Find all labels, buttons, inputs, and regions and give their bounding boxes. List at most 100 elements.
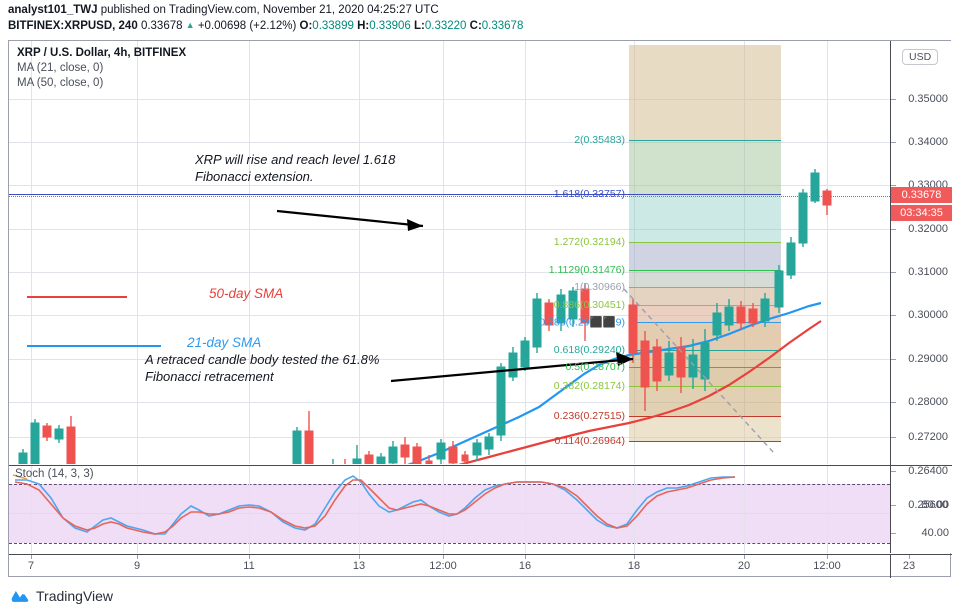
- price-tick: 0.34000: [908, 136, 948, 148]
- gridline-vertical: [137, 466, 138, 553]
- gridline-vertical: [525, 41, 526, 464]
- stoch-d-line: [14, 476, 736, 535]
- chart-legend: XRP / U.S. Dollar, 4h, BITFINEX MA (21, …: [17, 46, 186, 91]
- annotation-arrow-bottom: [390, 352, 634, 383]
- price-tick: 0.31000: [908, 266, 948, 278]
- author-name: analyst101_TWJ: [8, 4, 98, 16]
- stoch-upper-band-line: [9, 484, 890, 485]
- legend-ma-21[interactable]: MA (21, close, 0): [17, 62, 104, 74]
- time-tick: 12:00: [429, 560, 457, 572]
- stoch-tick: 40.00: [921, 527, 949, 539]
- stoch-legend-swatch: [12, 474, 28, 480]
- gridline-vertical: [137, 41, 138, 464]
- gridline-vertical: [443, 466, 444, 553]
- close-value: 0.33678: [481, 20, 524, 32]
- gridline-vertical: [634, 41, 635, 464]
- open-label: O:: [299, 20, 313, 32]
- fib-label-1272: 1.272(0.32194): [553, 236, 625, 248]
- last-price: 0.33678: [140, 20, 183, 32]
- high-value: 0.33906: [369, 20, 411, 32]
- gridline-vertical: [827, 466, 828, 553]
- fib-label-1: 1(0.30966): [574, 281, 625, 293]
- chart-frame: 2(0.35483) 1.618(0.33757) 1.272(0.32194)…: [8, 40, 952, 578]
- price-tick: 0.35000: [908, 93, 948, 105]
- time-tick: 16: [518, 560, 532, 572]
- fib-label-0886: 0.886(0.30451): [553, 299, 625, 311]
- gridline-vertical: [827, 41, 828, 464]
- bar-countdown-tag: 03:34:35: [891, 205, 952, 221]
- gridline-horizontal: [9, 142, 890, 143]
- price-axis[interactable]: USD 0.35000 0.34000 0.33000 0.32000 0.31…: [890, 41, 952, 553]
- fib-line-1272: [629, 242, 781, 243]
- fib-label-1618: 1.618(0.33757): [553, 188, 625, 200]
- time-tick: 18: [627, 560, 641, 572]
- time-tick: 20: [737, 560, 751, 572]
- stochastic-series-svg: [12, 474, 736, 535]
- legend-symbol-title: XRP / U.S. Dollar, 4h, BITFINEX: [17, 47, 187, 59]
- fib-line-0786: [629, 322, 781, 323]
- annotation-top-text: XRP will rise and reach level 1.618 Fibo…: [195, 152, 396, 184]
- stoch-legend-label[interactable]: Stoch (14, 3, 3): [15, 468, 94, 480]
- price-series-svg: [18, 169, 832, 464]
- price-tick: 0.25600: [908, 499, 948, 511]
- fib-label-11129: 1.1129(0.31476): [548, 264, 625, 276]
- stoch-lower-band-line: [9, 543, 890, 544]
- fib-line-11129: [629, 270, 781, 271]
- low-label: L:: [414, 20, 425, 32]
- fib-zone-1272-1618: [629, 194, 781, 242]
- fib-line-1: [629, 287, 781, 288]
- fib-label-0786: 0.786(0.29⬛⬛9): [539, 316, 625, 329]
- fib-label-0382: 0.382(0.28174): [553, 380, 625, 392]
- stochastic-pane[interactable]: Stoch (14, 3, 3): [9, 465, 890, 553]
- sma50-label: 50-day SMA: [209, 286, 284, 301]
- time-tick: 13: [352, 560, 366, 572]
- gridline-vertical: [249, 466, 250, 553]
- currency-badge[interactable]: USD: [902, 49, 939, 65]
- gridline-vertical: [634, 466, 635, 553]
- fib-label-05: 0.5(0.28707): [565, 361, 625, 373]
- price-tick: 0.30000: [908, 309, 948, 321]
- gridline-horizontal: [9, 272, 890, 273]
- gridline-vertical: [359, 41, 360, 464]
- gridline-horizontal: [9, 99, 890, 100]
- fib-line-0886: [629, 305, 781, 306]
- price-tick: 0.29000: [908, 353, 948, 365]
- tradingview-logo-icon: [11, 591, 29, 602]
- fib-zone-0114-0236: [629, 416, 781, 441]
- tradingview-branding: TradingView: [10, 586, 113, 606]
- candlestick-series: [18, 169, 832, 464]
- price-pane[interactable]: 2(0.35483) 1.618(0.33757) 1.272(0.32194)…: [9, 41, 890, 464]
- annotation-bottom-text: A retraced candle body tested the 61.8% …: [145, 352, 380, 384]
- sma21-label: 21-day SMA: [187, 335, 262, 350]
- legend-ma-50[interactable]: MA (50, close, 0): [17, 77, 104, 89]
- fib-line-1618: [9, 194, 781, 195]
- price-tick: 0.27200: [908, 431, 948, 443]
- fib-label-0114: 0.114(0.26964): [554, 435, 625, 447]
- dashed-trend-channel: [623, 288, 775, 454]
- gridline-vertical: [31, 466, 32, 553]
- up-triangle-icon: ▲: [185, 20, 195, 30]
- fib-label-0236: 0.236(0.27515): [553, 410, 625, 422]
- current-price-line: [9, 196, 890, 197]
- gridline-horizontal: [9, 229, 890, 230]
- close-label: C:: [469, 20, 482, 32]
- open-value: 0.33899: [312, 20, 354, 32]
- time-axis[interactable]: 7 9 11 13 12:00 16 18 20 12:00 23: [9, 554, 952, 578]
- gridline-vertical: [744, 466, 745, 553]
- gridline-vertical: [525, 466, 526, 553]
- fib-zone-11129-1272: [629, 242, 781, 270]
- symbol-label: BITFINEX:XRPUSD, 240: [8, 20, 138, 32]
- fib-line-2: [629, 140, 781, 141]
- gridline-vertical: [443, 41, 444, 464]
- fib-zone-1-11129: [629, 270, 781, 287]
- publish-text: published on TradingView.com, November 2…: [100, 4, 439, 16]
- time-tick: 23: [902, 560, 916, 572]
- chart-header: analyst101_TWJ published on TradingView.…: [8, 3, 948, 34]
- price-tick: 0.32000: [908, 223, 948, 235]
- gridline-horizontal: [9, 402, 890, 403]
- fib-zone-0886-1: [629, 287, 781, 305]
- fib-label-2: 2(0.35483): [574, 134, 625, 146]
- fib-zone-1618-2: [629, 140, 781, 194]
- sma50-line: [458, 320, 822, 464]
